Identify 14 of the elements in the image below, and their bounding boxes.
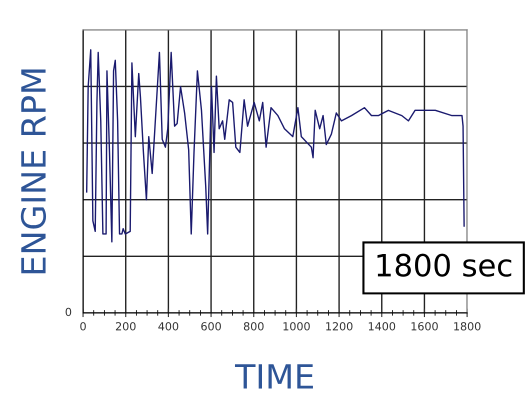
annotation: 1800 sec — [377, 254, 512, 277]
x-tick-label: 800 — [244, 322, 264, 331]
y-axis-title: ENGINE RPM — [20, 69, 46, 274]
x-tick-label: 0 — [80, 322, 86, 331]
x-tick-label: 1600 — [412, 322, 438, 331]
x-tick-label: 1400 — [368, 322, 396, 331]
x-tick-label: 1200 — [326, 322, 352, 331]
text: 0 — [66, 308, 72, 316]
x-tick-label: 200 — [116, 322, 136, 331]
x-tick-label: 600 — [201, 322, 221, 331]
x-axis-title: TIME — [234, 364, 313, 389]
x-tick-label: 1000 — [284, 322, 310, 331]
x-tick-label: 1800 — [454, 322, 481, 331]
x-tick-label: 400 — [158, 322, 178, 331]
